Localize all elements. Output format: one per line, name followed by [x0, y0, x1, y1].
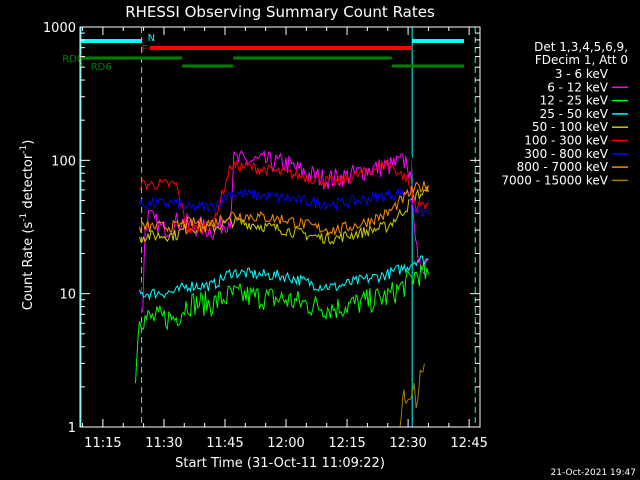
x-tick-label: 12:30: [389, 436, 426, 451]
legend-label: 50 - 100 keV: [532, 120, 609, 134]
plot-area: NF RD0 RD6: [62, 27, 476, 428]
legend-label: 100 - 300 keV: [524, 134, 608, 148]
y-axis-label: Count Rate (s-1 detector-1): [19, 140, 36, 311]
legend-label: 6 - 12 keV: [547, 80, 609, 94]
legend-label: 3 - 6 keV: [555, 67, 609, 81]
legend-header-line-1: Det 1,3,4,5,6,9,: [534, 40, 628, 54]
state-label-rd0: RD0: [62, 54, 83, 65]
y-tick-label: 1000: [43, 21, 76, 36]
x-tick-label: 12:45: [450, 436, 487, 451]
series-line-1: [142, 149, 429, 313]
axes: 1 10 100 1000 11:15 11:30 11:45 12:00 12:15 12:30…: [43, 21, 488, 451]
chart-title: RHESSI Observing Summary Count Rates: [125, 3, 435, 21]
y-tick-label: 100: [51, 154, 76, 169]
series-line-4: [139, 185, 429, 245]
y-axis-label-part-2: detector: [21, 153, 36, 213]
state-label-f: F: [142, 44, 148, 55]
x-axis-label: Start Time (31-Oct-11 11:09:22): [175, 456, 385, 471]
legend-label: 800 - 7000 keV: [517, 160, 609, 174]
series-line-5: [139, 160, 429, 235]
x-tick-label: 12:00: [267, 436, 304, 451]
x-tick-label: 11:45: [206, 436, 243, 451]
y-tick-label: 10: [59, 288, 76, 303]
series-line-7: [139, 181, 429, 237]
x-tick-label: 11:30: [145, 436, 182, 451]
x-tick-label: 12:15: [328, 436, 365, 451]
series-line-3: [139, 255, 429, 301]
series-line-6: [139, 188, 429, 217]
state-label-rd6: RD6: [91, 62, 112, 73]
y-axis-label-sup-1: -1: [19, 213, 29, 222]
series-line-8: [399, 363, 425, 428]
y-tick-label: 1: [68, 421, 76, 436]
y-axis-label-sup-2: -1: [19, 145, 29, 154]
state-label-n: N: [148, 33, 155, 44]
legend-label: 12 - 25 keV: [540, 94, 609, 108]
y-axis-label-part-1: Count Rate (s: [21, 222, 36, 311]
legend-label: 7000 - 15000 keV: [501, 173, 608, 187]
y-axis-label-part-3: ): [21, 140, 36, 145]
series-line-2: [135, 261, 429, 384]
series-line-0: [140, 129, 429, 318]
legend-label: 300 - 800 keV: [524, 147, 608, 161]
legend: Det 1,3,4,5,6,9, FDecim 1, Att 0 3 - 6 k…: [501, 40, 628, 187]
footer-date: 21-Oct-2021 19:47: [551, 468, 636, 478]
plot-frame: [79, 26, 481, 428]
x-tick-label: 11:15: [84, 436, 121, 451]
legend-label: 25 - 50 keV: [540, 107, 609, 121]
legend-header-line-2: FDecim 1, Att 0: [535, 53, 628, 67]
